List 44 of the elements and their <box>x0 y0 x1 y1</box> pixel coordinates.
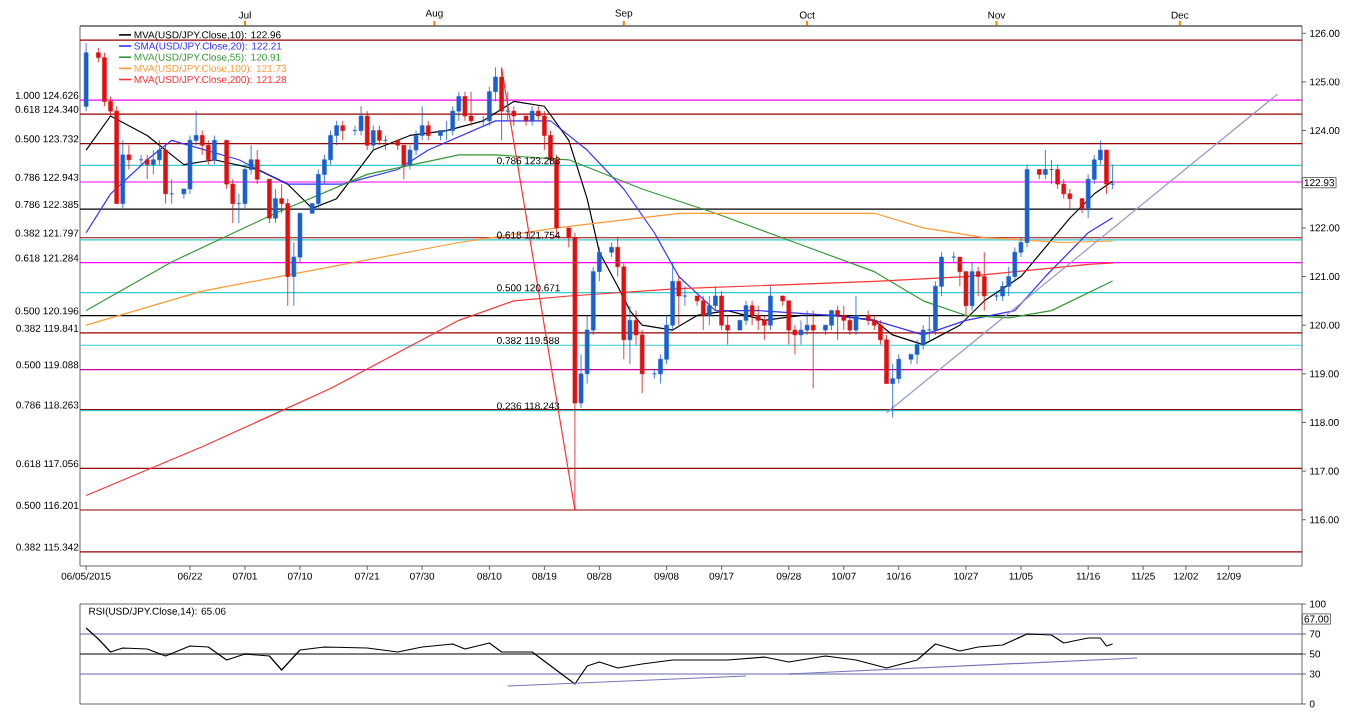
candlestick <box>529 105 535 127</box>
candlestick <box>749 300 755 326</box>
candlestick <box>768 285 773 331</box>
candlestick <box>212 135 217 166</box>
candlestick <box>1104 149 1109 195</box>
line-series <box>85 154 1114 319</box>
candlestick <box>829 310 834 331</box>
candlestick <box>798 319 804 346</box>
candlestick <box>743 300 749 326</box>
candlestick <box>627 305 633 365</box>
candlestick <box>969 261 975 311</box>
candlestick <box>1043 149 1048 180</box>
candlestick <box>364 110 370 151</box>
candlestick <box>505 91 510 122</box>
candlestick <box>358 105 364 136</box>
candlestick <box>273 188 278 224</box>
candlestick <box>1110 164 1115 190</box>
candlestick <box>676 276 682 326</box>
candlestick <box>786 300 792 346</box>
candlestick <box>462 91 468 122</box>
candlestick <box>401 144 407 180</box>
candlestick <box>499 66 504 141</box>
candlestick <box>810 310 816 389</box>
candlestick <box>700 295 706 331</box>
candlestick <box>267 178 272 224</box>
candlestick <box>994 290 999 302</box>
candlestick <box>951 251 956 263</box>
candlestick <box>206 139 211 166</box>
candlestick <box>371 125 376 151</box>
candlestick <box>126 144 132 170</box>
candlestick <box>982 251 987 311</box>
candlestick <box>377 125 382 146</box>
candlestick <box>157 139 162 166</box>
candlestick <box>835 305 840 341</box>
candlestick <box>340 120 345 141</box>
candlestick <box>426 120 431 141</box>
candlestick <box>682 285 688 307</box>
candlestick <box>163 144 168 204</box>
candlestick <box>254 149 260 185</box>
candlestick <box>144 154 150 180</box>
candlestick <box>468 91 474 127</box>
candlestick <box>511 105 517 127</box>
candlestick <box>523 115 529 127</box>
candlestick <box>853 295 859 336</box>
